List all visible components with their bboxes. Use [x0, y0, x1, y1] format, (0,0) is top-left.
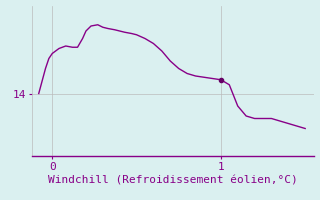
X-axis label: Windchill (Refroidissement éolien,°C): Windchill (Refroidissement éolien,°C)	[48, 176, 298, 186]
